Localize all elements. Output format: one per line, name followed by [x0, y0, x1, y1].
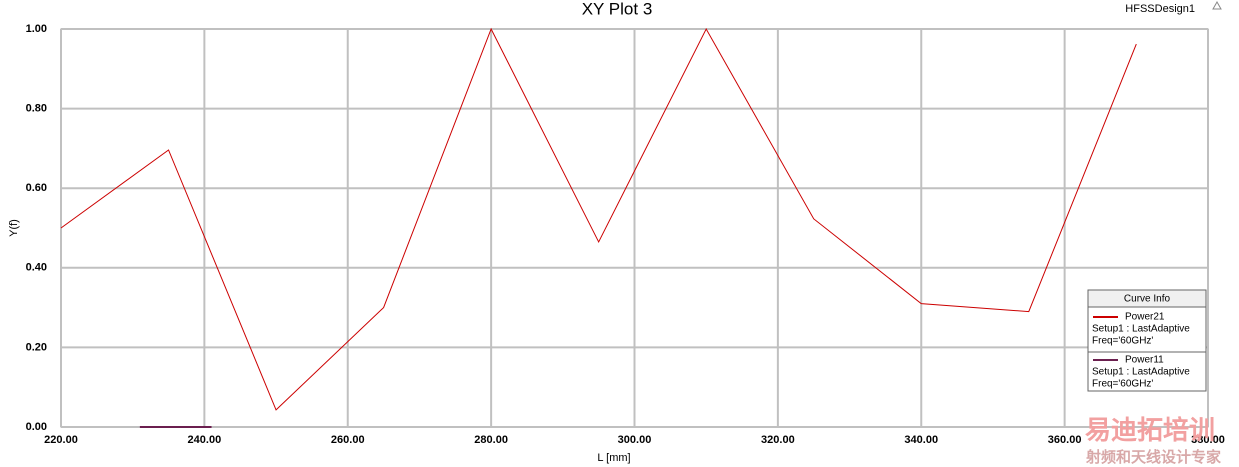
- y-tick-label: 0.40: [26, 262, 47, 274]
- x-tick-label: 240.00: [188, 434, 222, 446]
- chart-title: XY Plot 3: [582, 0, 653, 18]
- watermark: 易迪拓培训: [1085, 415, 1215, 445]
- legend-setup: Setup1 : LastAdaptive: [1092, 324, 1190, 335]
- plot-area: 220.00 240.00 260.00 280.00 300.00 320.00 340.…: [26, 23, 1225, 446]
- legend-freq: Freq='60GHz': [1092, 379, 1153, 390]
- x-tick-label: 380.00: [1191, 434, 1225, 446]
- x-tick-label: 260.00: [331, 434, 365, 446]
- legend-label: Power21: [1125, 312, 1165, 323]
- y-tick-label: 0.60: [26, 182, 47, 194]
- x-tick-label: 220.00: [44, 434, 78, 446]
- y-tick-label: 0.20: [26, 341, 47, 353]
- x-tick-label: 280.00: [474, 434, 508, 446]
- x-tick-label: 360.00: [1048, 434, 1082, 446]
- x-tick-label: 300.00: [618, 434, 652, 446]
- y-tick-label: 1.00: [26, 23, 47, 35]
- legend-header: [1087, 289, 1207, 308]
- y-tick-label: 0.80: [26, 103, 47, 115]
- legend-label: Power11: [1125, 355, 1164, 366]
- x-axis-label: L [mm]: [597, 452, 630, 464]
- legend-title: Curve Info: [1124, 294, 1171, 305]
- x-tick-label: 340.00: [904, 434, 938, 446]
- design-icon: [1212, 0, 1222, 10]
- legend-freq: Freq='60GHz': [1092, 336, 1153, 347]
- legend-setup: Setup1 : LastAdaptive: [1092, 367, 1190, 378]
- series-line: [60, 27, 1137, 411]
- y-tick-label: 0.00: [26, 421, 47, 433]
- watermark: 射频和天线设计专家: [1085, 448, 1221, 466]
- y-axis-label: Y(f): [8, 219, 20, 237]
- design-name: HFSSDesign1: [1125, 3, 1195, 15]
- x-tick-label: 320.00: [761, 434, 795, 446]
